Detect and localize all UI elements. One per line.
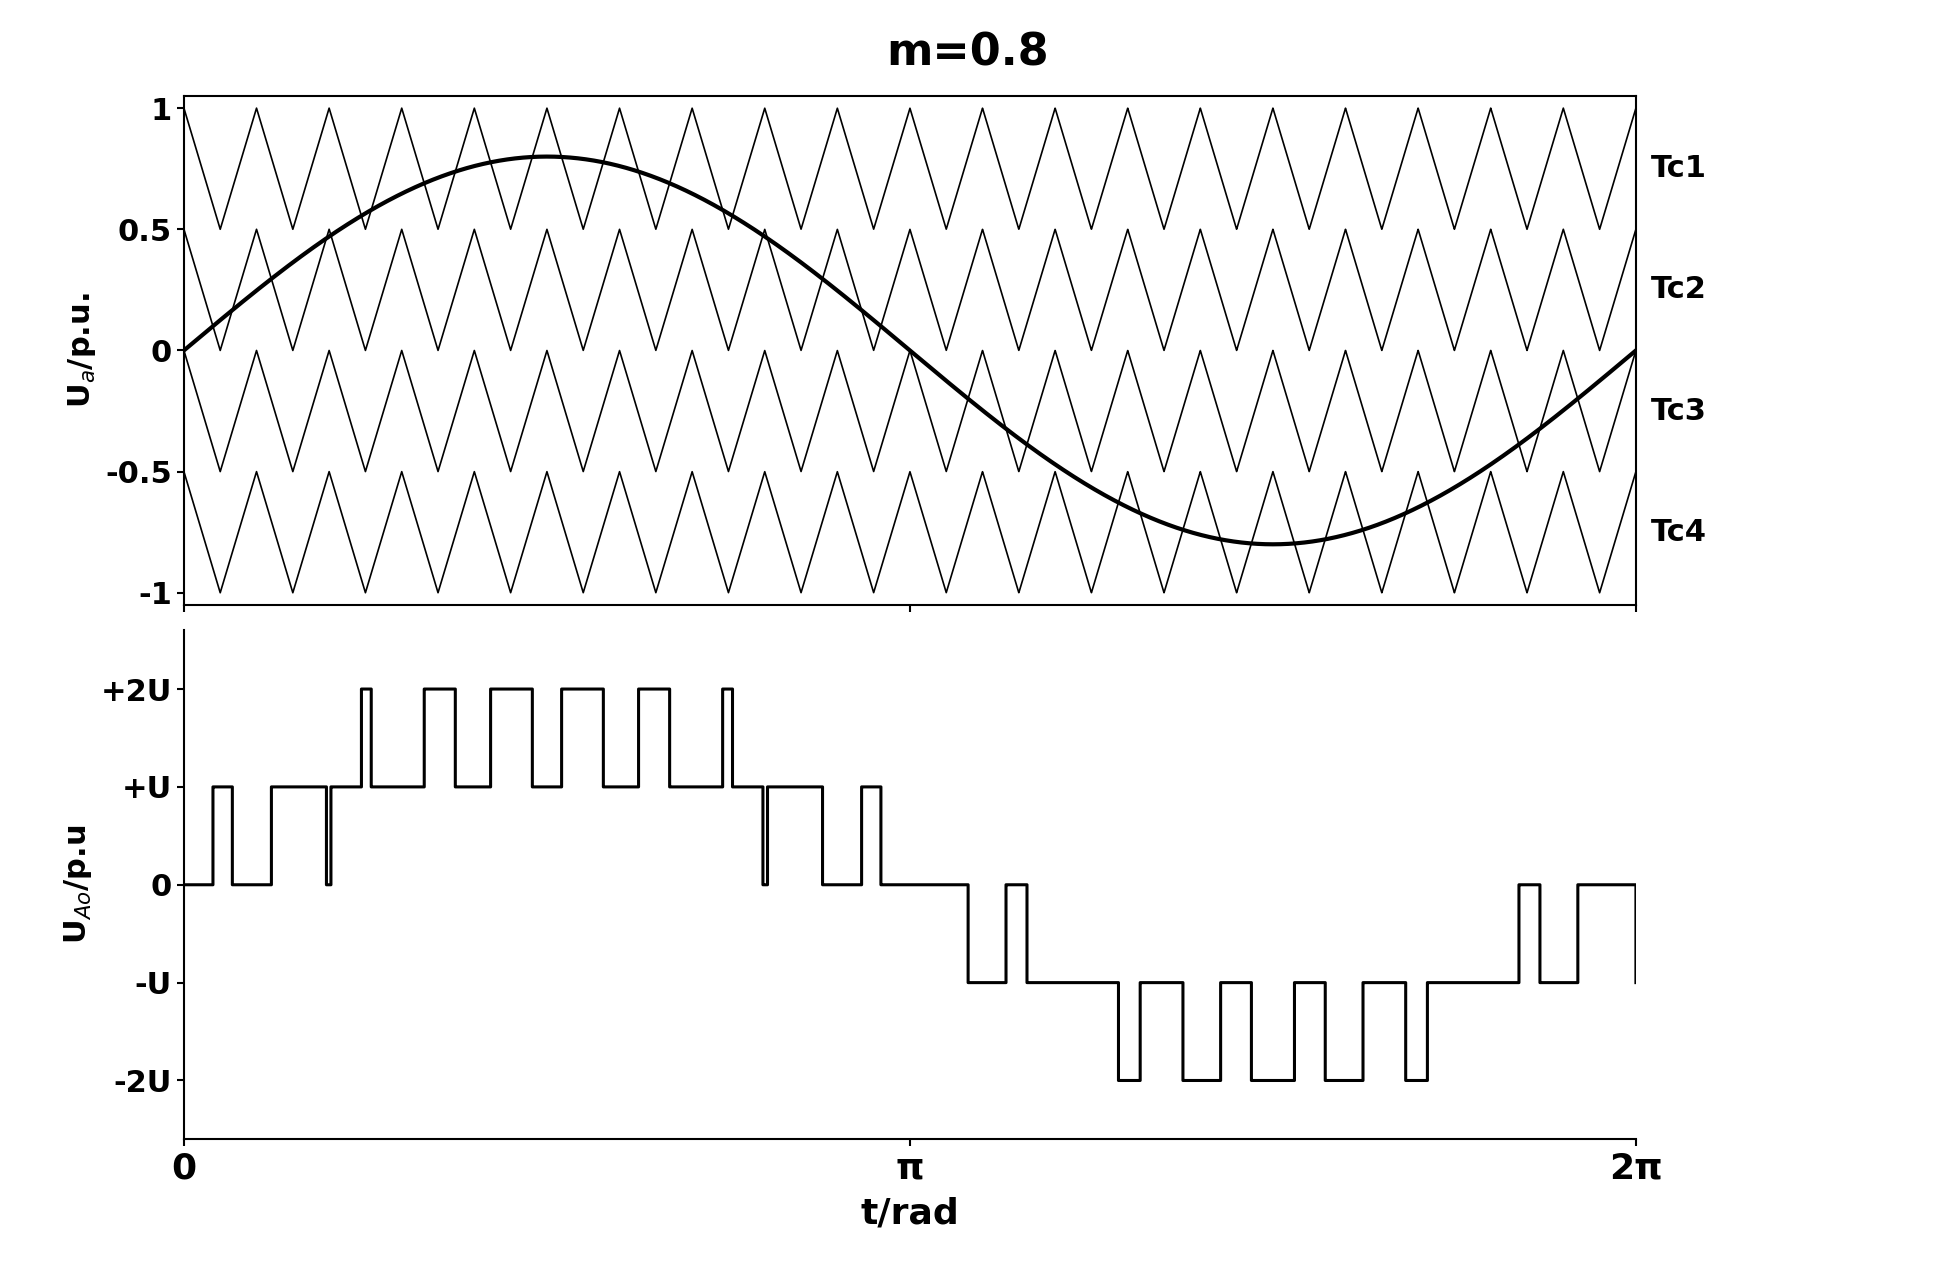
- Text: Tc3: Tc3: [1649, 397, 1706, 425]
- Y-axis label: U$_a$/p.u.: U$_a$/p.u.: [66, 293, 99, 408]
- Text: Tc1: Tc1: [1649, 154, 1706, 183]
- X-axis label: t/rad: t/rad: [860, 1196, 960, 1230]
- Y-axis label: U$_{Ao}$/p.u: U$_{Ao}$/p.u: [62, 826, 93, 945]
- Text: m=0.8: m=0.8: [887, 32, 1049, 76]
- Text: Tc2: Tc2: [1649, 275, 1706, 305]
- Text: Tc4: Tc4: [1649, 517, 1706, 547]
